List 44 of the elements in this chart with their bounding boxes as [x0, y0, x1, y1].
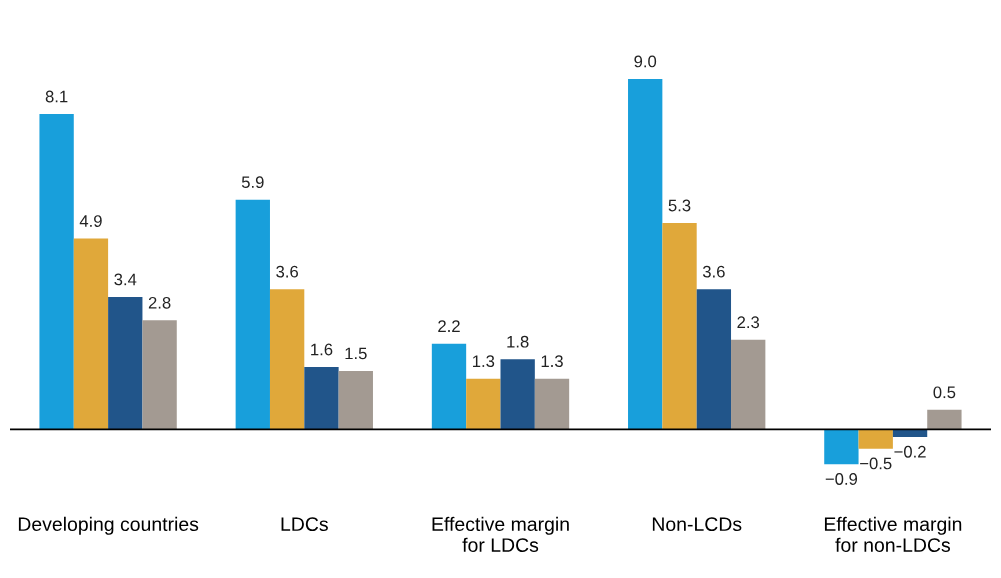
data-label: 3.6 [276, 265, 298, 278]
data-label: 2.8 [148, 296, 171, 309]
data-label: 1.8 [507, 335, 529, 348]
bar [338, 370, 373, 430]
data-label: 3.6 [702, 265, 725, 278]
data-label: 8.1 [45, 90, 68, 103]
data-label: 3.4 [114, 273, 137, 286]
data-label: 4.9 [79, 215, 102, 227]
data-label: 1.3 [473, 355, 495, 368]
data-label: 9.0 [634, 55, 657, 68]
bar [304, 367, 339, 430]
data-label: 1.5 [345, 347, 367, 360]
bar [662, 223, 697, 430]
data-label: 2.2 [438, 320, 460, 332]
bar [628, 78, 663, 430]
bar [534, 378, 570, 430]
x-tick-label: Effective margin for LDCs [432, 516, 569, 552]
x-tick-label: Effective margin for non-LDCs [824, 516, 962, 552]
bar [466, 378, 501, 430]
bar [235, 199, 270, 430]
data-label: 5.9 [241, 176, 264, 189]
data-label: 0.5 [933, 386, 956, 399]
x-tick-label: Non-LCDs [652, 517, 742, 532]
bar [927, 409, 962, 430]
data-label: 1.3 [541, 355, 563, 368]
data-label: −0.9 [825, 473, 858, 485]
bar [431, 343, 467, 430]
x-tick-label: LDCs [281, 517, 328, 532]
bar [696, 289, 732, 430]
bar [269, 289, 305, 430]
data-label: 1.6 [311, 343, 333, 356]
x-tick-label: Developing countries [18, 516, 199, 535]
bar [858, 429, 893, 449]
bar [142, 320, 177, 430]
bar [73, 238, 109, 430]
bar [824, 429, 859, 465]
bar [39, 114, 74, 430]
data-label: 5.3 [668, 199, 691, 212]
bar [500, 359, 535, 430]
bar [108, 296, 143, 430]
bar [731, 339, 766, 430]
data-label: 2.3 [737, 316, 760, 329]
data-label: −0.5 [860, 457, 892, 470]
data-label: −0.2 [894, 445, 926, 458]
